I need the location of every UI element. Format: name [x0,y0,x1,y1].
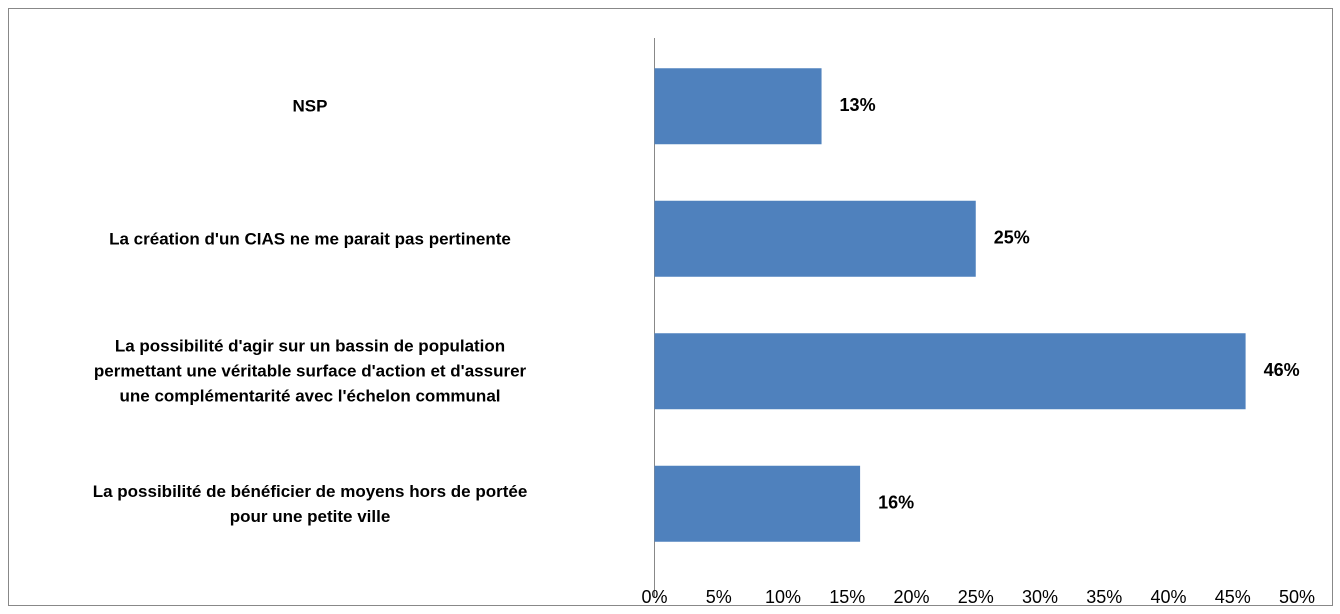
chart-frame [8,8,1333,606]
x-tick-label: 30% [1022,587,1058,607]
bar [654,465,861,542]
bar [654,200,976,277]
category-label: NSP [292,96,328,116]
bar [654,333,1246,410]
category-label: La possibilité d'agir sur un bassin de p… [93,336,527,406]
x-tick-label: 35% [1086,587,1122,607]
data-label: 13% [840,95,876,115]
x-tick-label: 20% [893,587,929,607]
x-tick-label: 0% [641,587,667,607]
data-label: 46% [1264,360,1300,380]
data-label: 16% [878,493,914,513]
x-tick-label: 45% [1215,587,1251,607]
x-tick-label: 10% [765,587,801,607]
category-label: La création d'un CIAS ne me parait pas p… [109,229,511,249]
x-tick-label: 25% [958,587,994,607]
x-tick-label: 40% [1150,587,1186,607]
x-tick-label: 5% [706,587,732,607]
x-tick-label: 15% [829,587,865,607]
data-label: 25% [994,228,1030,248]
category-label: La possibilité de bénéficier de moyens h… [92,481,528,526]
x-tick-label: 50% [1279,587,1315,607]
bar [654,68,822,145]
